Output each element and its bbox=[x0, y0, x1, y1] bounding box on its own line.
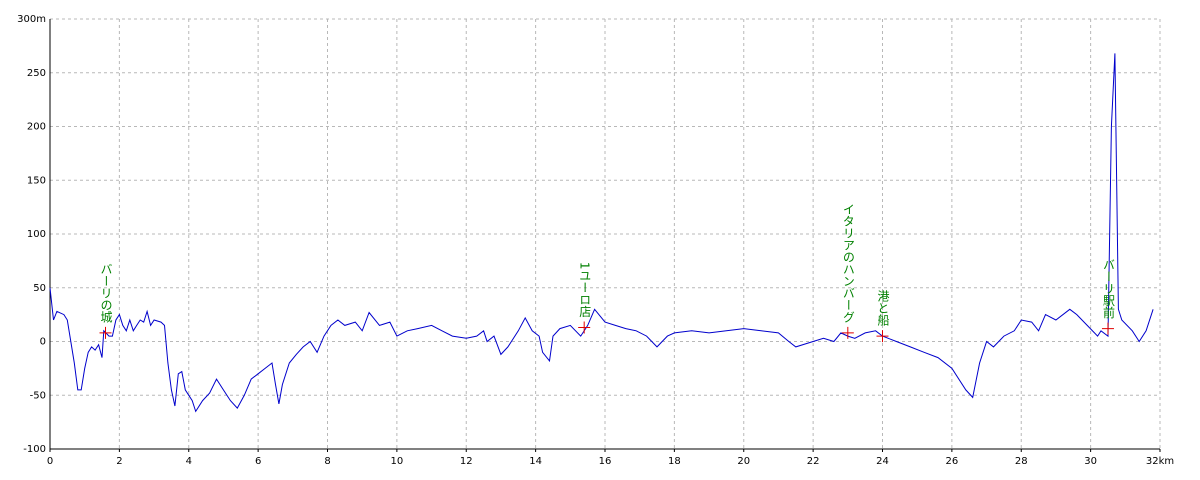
y-tick-label: -100 bbox=[23, 444, 46, 455]
x-tick-label: 8 bbox=[324, 456, 330, 467]
marker-label: バーリの城 bbox=[99, 263, 113, 324]
marker-cross bbox=[99, 326, 112, 339]
x-tick-label: 32km bbox=[1146, 456, 1174, 467]
marker-label: 港と船 bbox=[876, 290, 890, 327]
y-tick-label: 150 bbox=[27, 175, 46, 186]
x-tick-label: 16 bbox=[599, 456, 612, 467]
x-tick-label: 26 bbox=[946, 456, 959, 467]
elevation-line bbox=[49, 53, 1154, 413]
y-tick-label: 300m bbox=[17, 14, 46, 25]
x-tick-label: 24 bbox=[876, 456, 889, 467]
marker-label: バーリ駅前 bbox=[1101, 259, 1115, 319]
y-tick-label: 50 bbox=[33, 283, 46, 294]
y-tick-label: -50 bbox=[30, 390, 46, 401]
marker-label: 1ユーロ店 bbox=[578, 262, 592, 318]
y-tick-label: 200 bbox=[27, 122, 46, 133]
x-tick-label: 10 bbox=[391, 456, 404, 467]
x-tick-label: 20 bbox=[737, 456, 750, 467]
x-tick-label: 0 bbox=[47, 456, 53, 467]
y-tick-label: 100 bbox=[27, 229, 46, 240]
marker-label: イタリアのハンバーグ bbox=[841, 203, 855, 323]
x-tick-label: 14 bbox=[529, 456, 542, 467]
x-tick-label: 4 bbox=[186, 456, 192, 467]
y-tick-label: 0 bbox=[40, 337, 46, 348]
x-tick-label: 28 bbox=[1015, 456, 1028, 467]
x-tick-label: 12 bbox=[460, 456, 473, 467]
x-tick-label: 18 bbox=[668, 456, 681, 467]
x-tick-label: 22 bbox=[807, 456, 820, 467]
marker-cross bbox=[578, 321, 591, 334]
x-tick-label: 30 bbox=[1084, 456, 1097, 467]
x-tick-label: 2 bbox=[116, 456, 122, 467]
marker-cross bbox=[876, 330, 889, 343]
marker-cross bbox=[1101, 322, 1114, 335]
y-tick-label: 250 bbox=[27, 68, 46, 79]
x-tick-label: 6 bbox=[255, 456, 261, 467]
marker-cross bbox=[841, 326, 854, 339]
